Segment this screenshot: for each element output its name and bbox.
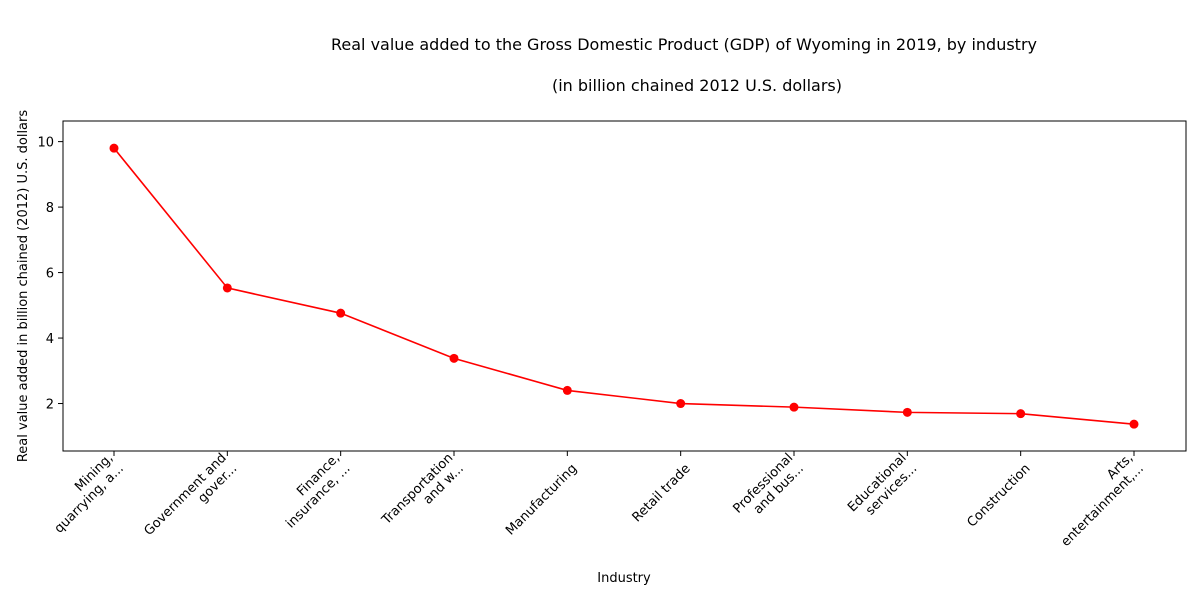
x-tick-label: Educationalservices... bbox=[845, 451, 920, 526]
data-point bbox=[1016, 409, 1026, 419]
data-point bbox=[562, 385, 572, 395]
plot-area bbox=[62, 120, 1187, 452]
y-tick-label: 6 bbox=[46, 267, 54, 282]
chart-title: Real value added to the Gross Domestic P… bbox=[331, 35, 1037, 54]
x-tick-label: Professionaland bus... bbox=[730, 451, 806, 527]
x-axis: Mining,quarrying, a... Government andgove… bbox=[41, 451, 1147, 550]
x-tick-label: Manufacturing bbox=[503, 461, 580, 538]
x-tick-label: Arts,entertainment,... bbox=[1048, 451, 1147, 550]
y-axis-label: Real value added in billion chained (201… bbox=[16, 110, 31, 463]
data-point bbox=[109, 143, 119, 153]
series-group bbox=[109, 143, 1139, 429]
x-tick-label: Finance,insurance, ... bbox=[273, 451, 354, 532]
y-tick-label: 4 bbox=[46, 332, 54, 347]
data-point bbox=[1129, 419, 1139, 429]
data-point bbox=[449, 353, 459, 363]
x-tick-label: Retail trade bbox=[630, 461, 694, 525]
data-point bbox=[676, 399, 686, 409]
y-tick-label: 8 bbox=[46, 201, 54, 216]
x-tick-label: Mining,quarrying, a... bbox=[41, 451, 127, 537]
data-point bbox=[222, 283, 232, 293]
y-axis: 2 4 6 8 10 bbox=[37, 136, 63, 413]
y-tick-label: 2 bbox=[46, 398, 54, 413]
data-point bbox=[902, 407, 912, 417]
data-point bbox=[789, 402, 799, 412]
data-point bbox=[336, 308, 346, 318]
x-tick-label: Transportationand w... bbox=[379, 451, 467, 539]
series-line bbox=[113, 147, 1135, 425]
x-tick-label: Construction bbox=[964, 461, 1033, 530]
y-tick-label: 10 bbox=[37, 136, 54, 151]
x-tick-label: Government andgover... bbox=[141, 451, 240, 550]
chart-subtitle: (in billion chained 2012 U.S. dollars) bbox=[552, 76, 842, 95]
x-axis-label: Industry bbox=[597, 571, 651, 586]
